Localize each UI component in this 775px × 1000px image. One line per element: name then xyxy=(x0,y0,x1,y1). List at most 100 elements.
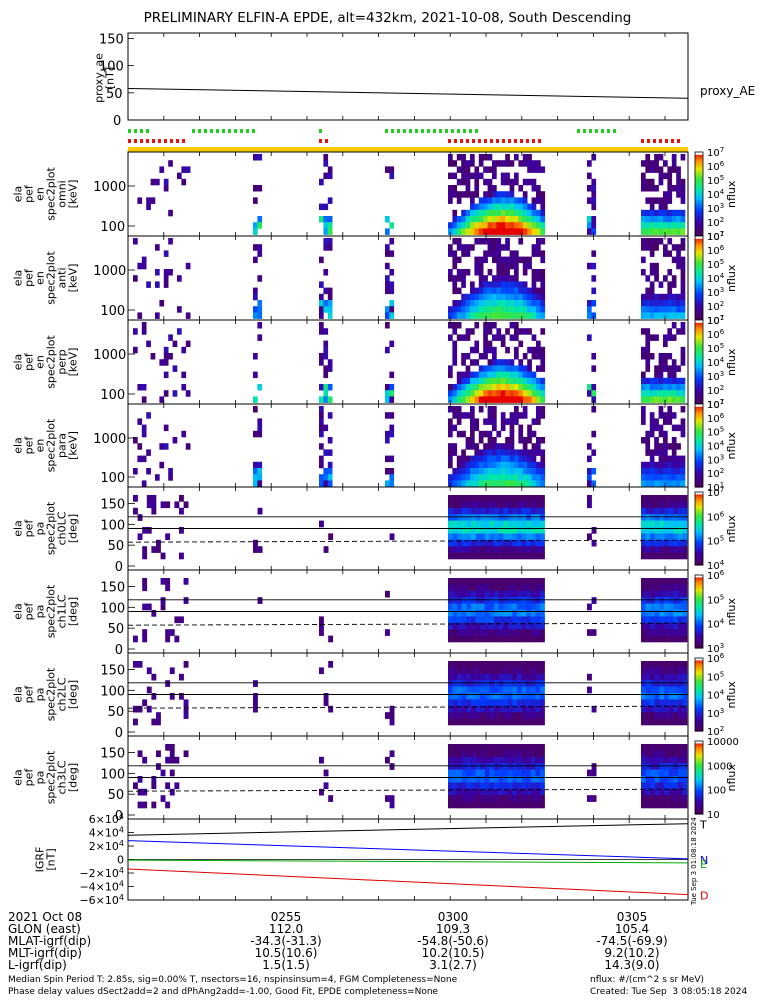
heatmap-cell xyxy=(323,424,329,432)
heatmap-cell xyxy=(514,353,519,360)
heatmap-cell xyxy=(466,590,472,598)
y-tick-label: 100 xyxy=(100,304,125,319)
heatmap-cell xyxy=(664,527,669,534)
y-tick-label: 50 xyxy=(108,539,125,554)
y-tick-label: 150 xyxy=(100,747,125,762)
heatmap-cell xyxy=(518,480,524,487)
colorbar-tick-label: 106 xyxy=(707,510,725,523)
heatmap-cell xyxy=(492,406,497,413)
heatmap-cell xyxy=(654,769,660,777)
heatmap-cell xyxy=(478,474,484,481)
heatmap-cell xyxy=(475,744,481,751)
heatmap-cell xyxy=(452,306,458,313)
status-green-dot xyxy=(445,129,448,133)
heatmap-cell xyxy=(522,293,528,301)
heatmap-cell xyxy=(530,610,536,617)
axis-label-line: pef xyxy=(23,268,36,287)
heatmap-cell xyxy=(319,353,324,360)
heatmap-cell xyxy=(673,782,679,790)
heatmap-cell xyxy=(591,228,597,235)
heatmap-cell xyxy=(480,750,486,758)
heatmap-cell xyxy=(319,430,324,438)
heatmap-cell xyxy=(471,578,476,585)
heatmap-cell xyxy=(500,377,506,385)
heatmap-cell xyxy=(507,501,513,509)
heatmap-cell xyxy=(673,712,679,719)
heatmap-cell xyxy=(641,353,646,360)
heatmap-cell xyxy=(505,396,510,403)
heatmap-cell xyxy=(649,353,655,360)
heatmap-cell xyxy=(494,782,499,790)
colorbar-frame xyxy=(694,657,704,732)
heatmap-cell xyxy=(483,377,488,385)
heatmap-cell xyxy=(591,262,597,270)
colorbar-cell xyxy=(695,356,703,359)
heatmap-cell xyxy=(498,514,504,521)
heatmap-cell xyxy=(452,328,458,335)
axis-label-line: [deg] xyxy=(67,680,80,709)
heatmap-cell xyxy=(512,667,518,675)
heatmap-cell xyxy=(496,377,502,385)
heatmap-cell xyxy=(659,680,665,687)
heatmap-cell xyxy=(654,437,659,444)
heatmap-cell xyxy=(452,533,458,541)
heatmap-cell xyxy=(671,461,677,469)
heatmap-cell xyxy=(531,209,537,217)
heatmap-cell xyxy=(174,635,180,643)
colorbar-cell xyxy=(695,194,703,196)
heatmap-cell xyxy=(185,262,191,270)
heatmap-cell xyxy=(163,346,169,354)
heatmap-cell xyxy=(509,178,515,186)
heatmap-cell xyxy=(456,377,462,385)
heatmap-cell xyxy=(668,552,674,560)
heatmap-cell xyxy=(667,384,673,391)
heatmap-cell xyxy=(677,495,683,502)
heatmap-cell xyxy=(641,406,646,413)
heatmap-cell xyxy=(487,287,493,295)
heatmap-cell xyxy=(677,744,683,751)
heatmap-cell xyxy=(509,216,515,223)
heatmap-cell xyxy=(509,461,515,469)
heatmap-cell xyxy=(668,635,674,643)
heatmap-cell xyxy=(466,539,472,547)
footer-glon-2: 109.3 xyxy=(435,922,471,936)
heatmap-cell xyxy=(452,795,458,802)
colorbar-cell xyxy=(695,602,703,605)
heatmap-cell xyxy=(535,699,541,707)
colorbar-cell xyxy=(695,694,703,697)
heatmap-cell xyxy=(319,418,324,425)
heatmap-cell xyxy=(514,480,519,487)
heatmap-cell xyxy=(682,584,688,592)
heatmap-cell xyxy=(487,154,493,161)
colorbar-tick-label: 105 xyxy=(707,593,724,606)
heatmap-cell xyxy=(483,238,488,245)
colorbar-cell xyxy=(695,590,703,593)
colorbar-cell xyxy=(695,695,703,698)
heatmap-cell xyxy=(323,474,329,481)
heatmap-cell xyxy=(663,203,668,211)
heatmap-cell xyxy=(530,584,536,592)
colorbar-tick-label: 105 xyxy=(707,258,724,271)
heatmap-cell xyxy=(155,178,160,186)
heatmap-cell xyxy=(667,172,673,180)
heatmap-cell xyxy=(133,705,138,713)
heatmap-cell xyxy=(474,480,480,487)
heatmap-cell xyxy=(146,686,152,694)
heatmap-cell xyxy=(461,546,467,553)
heatmap-cell xyxy=(456,418,462,425)
heatmap-cell xyxy=(133,507,138,515)
heatmap-cell xyxy=(471,686,476,694)
heatmap-cell xyxy=(492,197,497,204)
colorbar-cell xyxy=(695,215,703,217)
heatmap-cell xyxy=(466,776,472,783)
heatmap-cell xyxy=(146,281,151,288)
heatmap-cell xyxy=(650,578,656,585)
heatmap-cell xyxy=(650,744,656,751)
heatmap-cell xyxy=(492,365,497,372)
heatmap-cell xyxy=(518,424,524,432)
colorbar-cell xyxy=(695,722,703,725)
heatmap-cell xyxy=(389,384,395,391)
heatmap-cell xyxy=(659,788,665,796)
heatmap-cell xyxy=(507,673,513,681)
